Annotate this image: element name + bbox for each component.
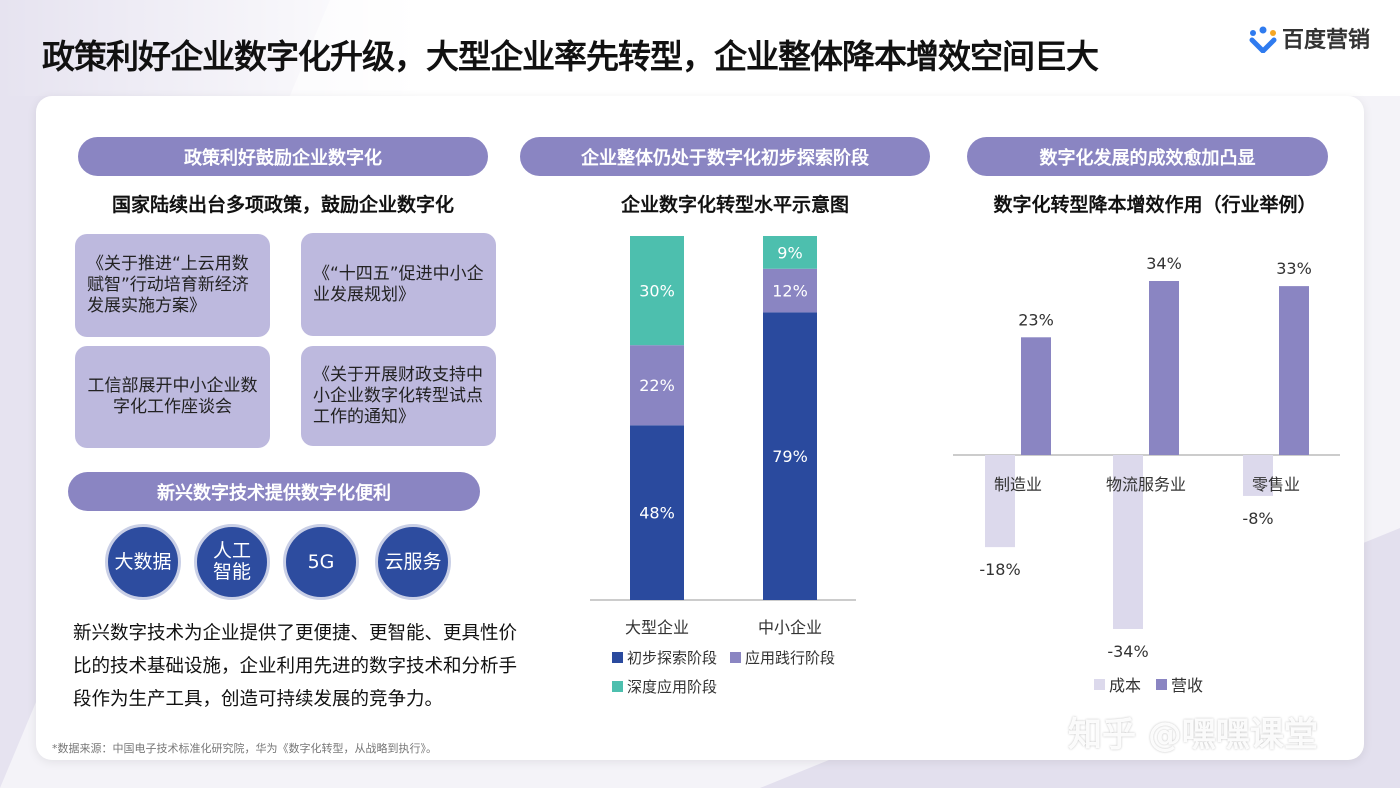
policy-card: 《“十四五”促进中小企业发展规划》 [301,233,496,336]
legend-swatch [612,681,623,692]
page-title: 政策利好企业数字化升级，大型企业率先转型，企业整体降本增效空间巨大 [42,37,1099,76]
data-label: 34% [1146,254,1182,273]
bar-segment [763,236,817,269]
legend-label: 营收 [1171,676,1203,695]
watermark: 知乎 @嘿嘿课堂 [1068,715,1318,755]
background-fade [0,0,1400,96]
x-tick-label: 零售业 [1252,475,1300,494]
section-header-policy: 政策利好鼓励企业数字化 [78,137,488,176]
data-label: 22% [639,376,675,395]
tech-badge-5g: 5G [283,524,359,600]
data-label: -8% [1242,509,1273,528]
data-label: -34% [1107,642,1148,661]
bar-segment [630,236,684,346]
legend-swatch [612,652,623,663]
data-label: 9% [777,243,802,262]
legend-swatch [730,652,741,663]
policy-card: 《关于推进“上云用数赋智”行动培育新经济发展实施方案》 [75,234,270,337]
bar-segment [763,312,817,600]
bar [985,455,1015,548]
data-label: 48% [639,504,675,523]
tech-badge-cloud: 云服务 [375,524,451,600]
data-label: 79% [772,447,808,466]
data-label: 23% [1018,310,1054,329]
bar-segment [630,345,684,426]
logo-text: 百度营销 [1282,28,1371,53]
x-tick-label: 物流服务业 [1106,475,1186,494]
data-label: 12% [772,282,808,301]
data-label: 33% [1276,259,1312,278]
x-tick-label: 制造业 [994,475,1042,494]
bar [1149,281,1179,455]
tech-description: 新兴数字技术为企业提供了更便捷、更智能、更具性价比的技术基础设施，企业利用先进的… [73,623,518,710]
tech-badge-bigdata: 大数据 [105,524,181,600]
policy-card: 工信部展开中小企业数字化工作座谈会 [75,346,270,448]
data-label: -18% [979,560,1020,579]
chart1-title: 企业数字化转型水平示意图 [620,194,849,216]
legend-label: 初步探索阶段 [627,649,717,667]
baidu-logo: 百度营销 [1248,22,1370,54]
bar-segment [763,268,817,313]
legend-swatch [1094,679,1105,690]
logo-icon [1249,26,1277,53]
bar [1279,286,1309,455]
legend-label: 成本 [1109,676,1141,695]
data-label: 30% [639,282,675,301]
bar-segment [630,425,684,600]
policy-subtitle: 国家陆续出台多项政策，鼓励企业数字化 [111,194,454,216]
legend-swatch [1156,679,1167,690]
chart2-title: 数字化转型降本增效作用（行业举例） [993,194,1317,216]
section-header-stage: 企业整体仍处于数字化初步探索阶段 [520,137,930,176]
section-header-effect: 数字化发展的成效愈加凸显 [967,137,1328,176]
bar [1113,455,1143,629]
data-source-note: *数据来源：中国电子技术标准化研究院，华为《数字化转型，从战略到执行》。 [52,742,437,755]
legend-label: 应用践行阶段 [745,649,835,667]
policy-card: 《关于开展财政支持中小企业数字化转型试点工作的通知》 [301,346,496,446]
x-tick-label: 大型企业 [625,618,689,637]
section-header-tech: 新兴数字技术提供数字化便利 [68,472,480,511]
x-tick-label: 中小企业 [758,618,822,637]
bar [1021,337,1051,455]
legend-label: 深度应用阶段 [627,678,717,696]
tech-badge-ai: 人工智能 [194,524,270,600]
bar [1243,455,1273,496]
